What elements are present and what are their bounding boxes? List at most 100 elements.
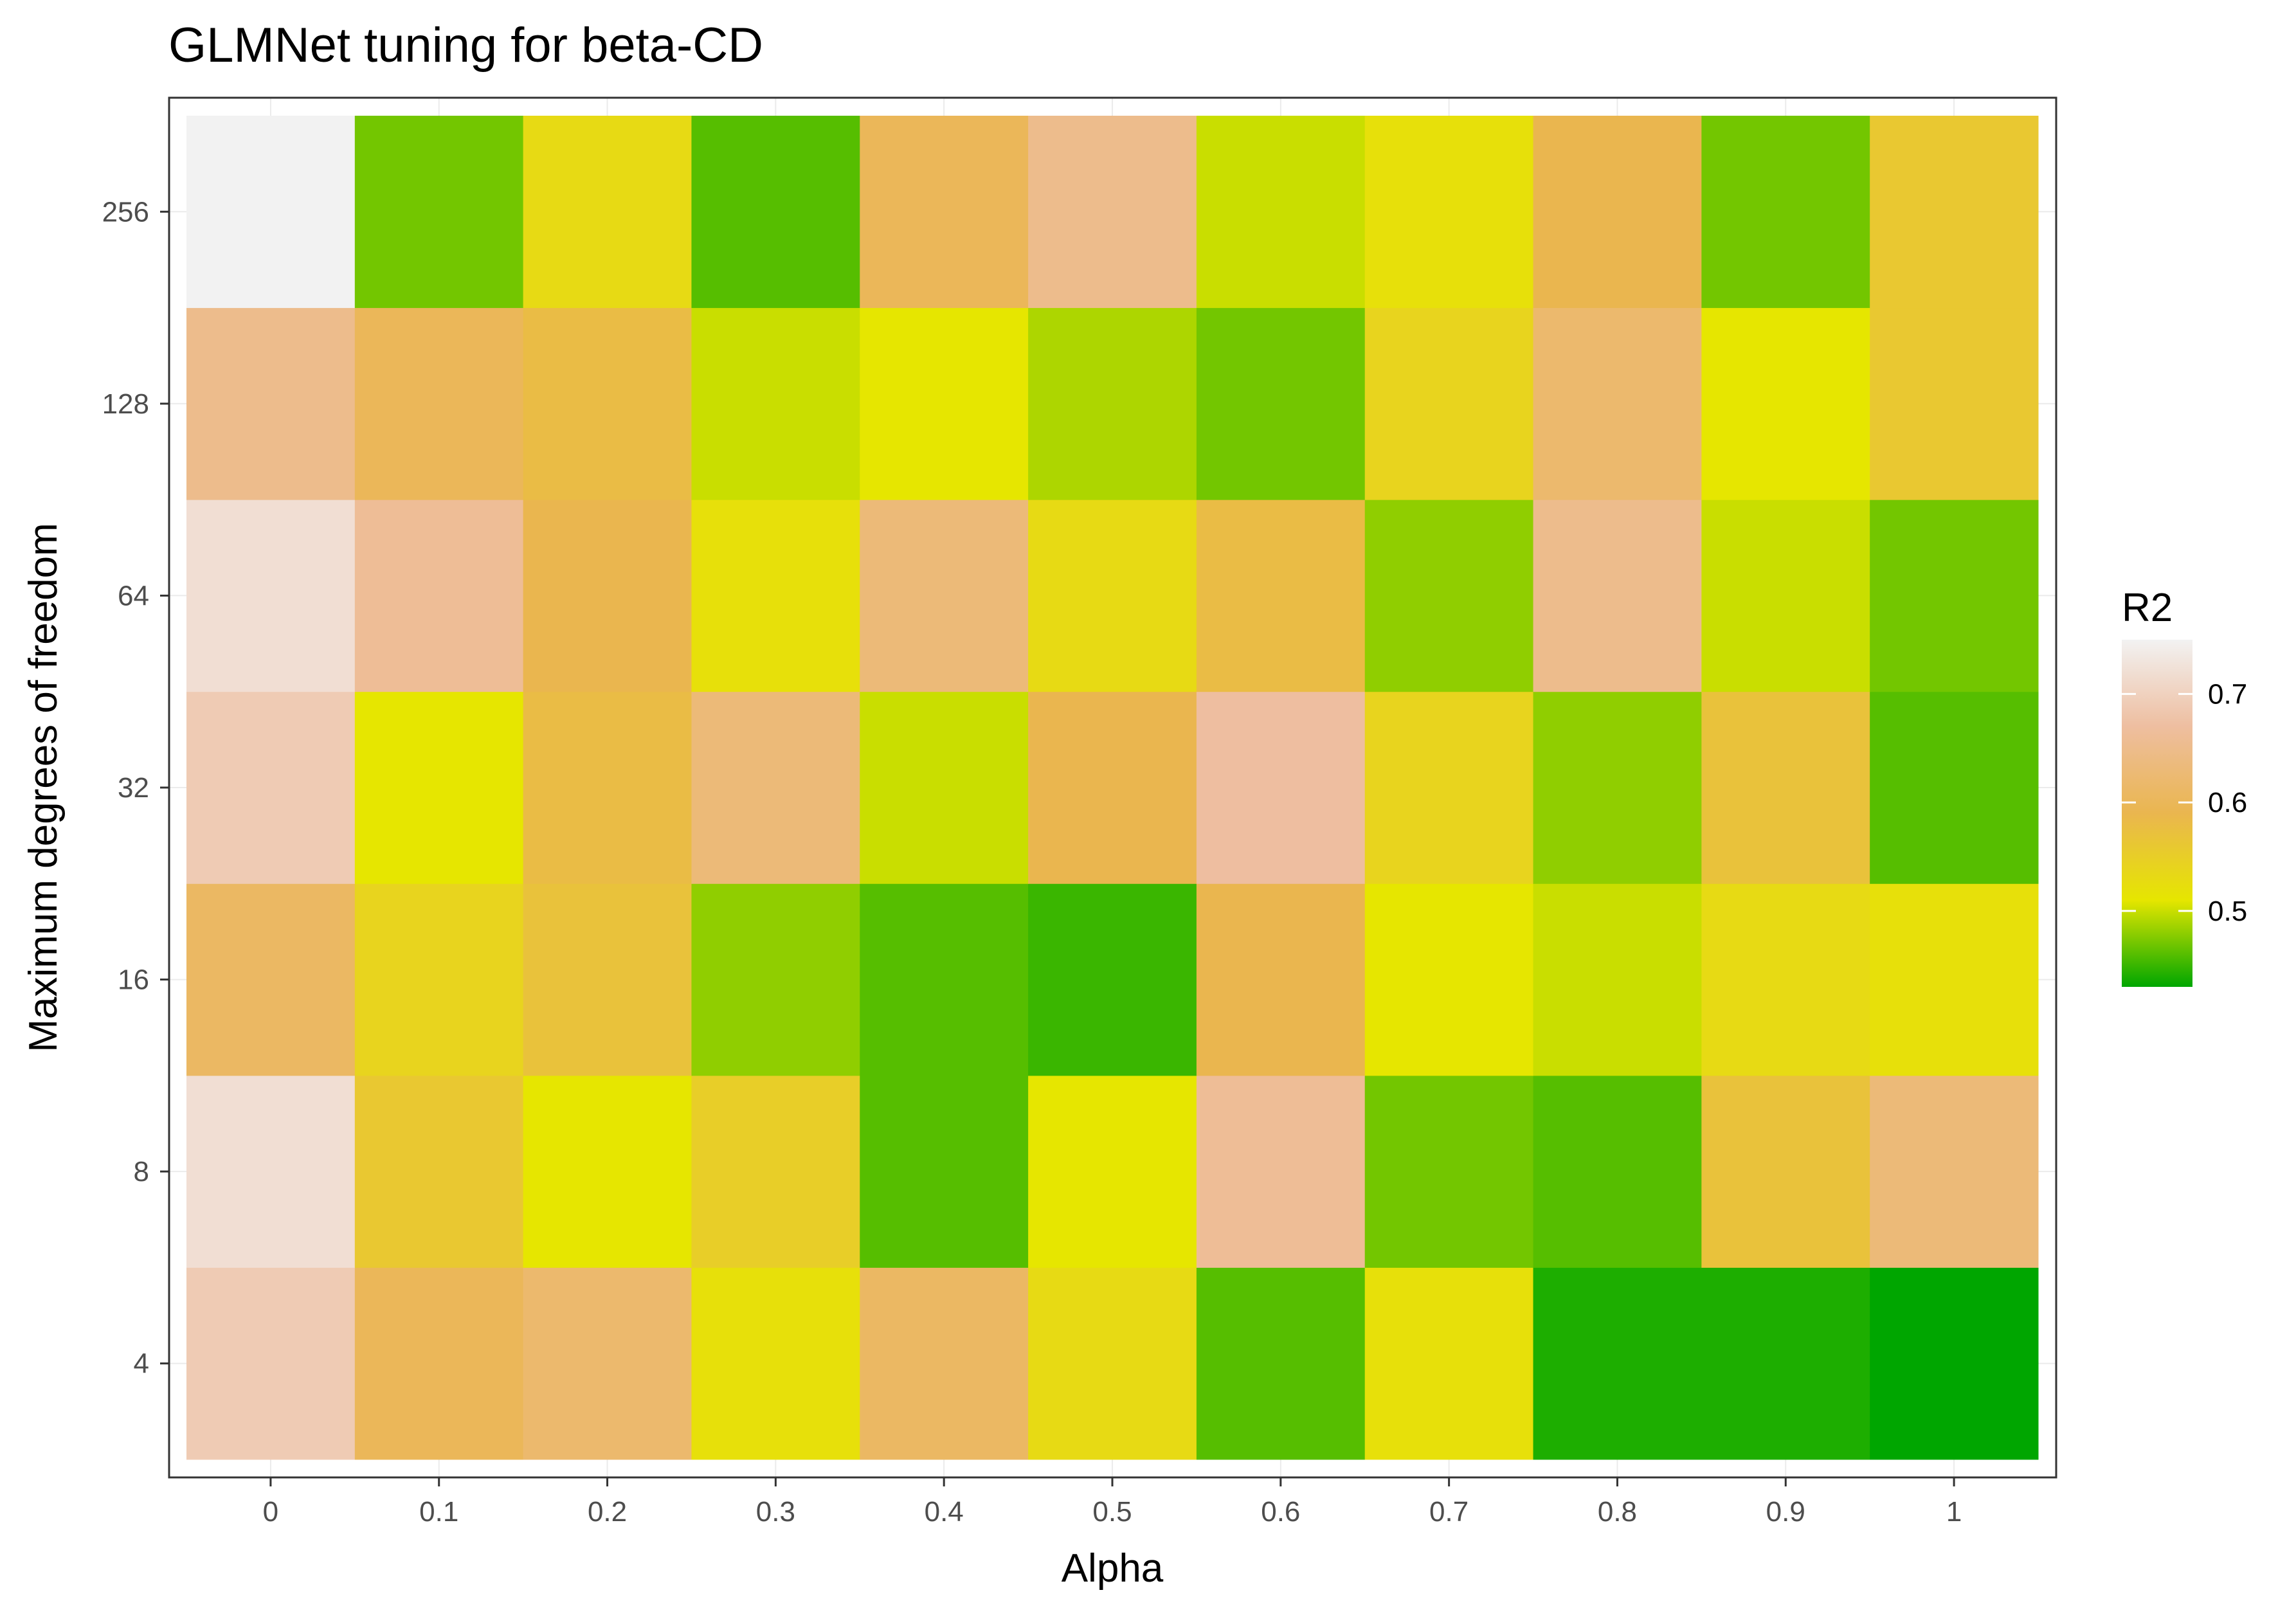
heatmap-cell xyxy=(1701,1267,1870,1460)
heatmap-cell xyxy=(860,691,1029,884)
heatmap-cell xyxy=(860,1267,1029,1460)
heatmap-cell xyxy=(860,116,1029,309)
heatmap-cell xyxy=(691,116,860,309)
heatmap-cell xyxy=(691,1075,860,1268)
heatmap-cell xyxy=(1196,691,1366,884)
y-tick-label: 4 xyxy=(134,1348,149,1380)
heatmap-cell xyxy=(186,116,356,309)
heatmap-cell xyxy=(1533,1075,1702,1268)
heatmap-cell xyxy=(691,883,860,1076)
x-tick-label: 0.1 xyxy=(419,1496,458,1528)
heatmap-cell xyxy=(1870,116,2039,309)
y-tick-label: 64 xyxy=(118,580,149,611)
heatmap-cell xyxy=(1028,116,1197,309)
y-tick-label: 16 xyxy=(118,964,149,996)
heatmap-cell xyxy=(1364,883,1534,1076)
legend-ticks: 0.5 0.6 0.7 xyxy=(2122,678,2247,927)
heatmap-cell xyxy=(1196,883,1366,1076)
heatmap-cell xyxy=(1533,1267,1702,1460)
heatmap-cell xyxy=(1364,307,1534,500)
heatmap-cell xyxy=(186,883,356,1076)
heatmap-cell xyxy=(354,691,524,884)
heatmap-cell xyxy=(1870,691,2039,884)
heatmap-cell xyxy=(1701,883,1870,1076)
heatmap-cell xyxy=(186,500,356,692)
heatmap-cell xyxy=(1196,1267,1366,1460)
heatmap-cell xyxy=(354,1267,524,1460)
y-tick-label: 128 xyxy=(102,388,149,420)
heatmap-cell xyxy=(354,116,524,309)
legend-title: R2 xyxy=(2122,586,2173,630)
heatmap-cell xyxy=(691,307,860,500)
heatmap-cell xyxy=(691,691,860,884)
heatmap-cell xyxy=(1533,500,1702,692)
legend-tick-label: 0.7 xyxy=(2208,678,2247,710)
heatmap-cell xyxy=(1364,691,1534,884)
heatmap-cell xyxy=(1028,307,1197,500)
heatmap-cell xyxy=(354,307,524,500)
heatmap-cell xyxy=(354,500,524,692)
y-axis-label: Maximum degrees of freedom xyxy=(21,523,66,1052)
heatmap-cell xyxy=(1533,116,1702,309)
x-tick-label: 0.6 xyxy=(1261,1496,1300,1528)
x-tick-label: 0.2 xyxy=(588,1496,627,1528)
heatmap-cell xyxy=(1870,1267,2039,1460)
heatmap-cell xyxy=(1028,691,1197,884)
chart-title: GLMNet tuning for beta-CD xyxy=(168,18,763,73)
heatmap-cell xyxy=(860,883,1029,1076)
heatmap-cell xyxy=(1701,691,1870,884)
legend-colorbar xyxy=(2122,640,2192,987)
heatmap-cell xyxy=(860,1075,1029,1268)
heatmap-cell xyxy=(1870,883,2039,1076)
heatmap-cell xyxy=(1196,116,1366,309)
heatmap-cell xyxy=(1196,307,1366,500)
x-tick-label: 0 xyxy=(263,1496,278,1528)
heatmap-cell xyxy=(1870,1075,2039,1268)
heatmap-cell xyxy=(1701,116,1870,309)
heatmap-cell xyxy=(354,883,524,1076)
heatmap-cell xyxy=(1870,307,2039,500)
heatmap-cell xyxy=(1364,1075,1534,1268)
heatmap-cell xyxy=(860,307,1029,500)
heatmap-cell xyxy=(691,500,860,692)
heatmap-cell xyxy=(1533,691,1702,884)
x-tick-label: 0.8 xyxy=(1598,1496,1637,1528)
x-tick-label: 0.7 xyxy=(1429,1496,1469,1528)
heatmap-cell xyxy=(523,691,692,884)
y-tick-label: 256 xyxy=(102,196,149,228)
heatmap-cell xyxy=(186,1075,356,1268)
heatmap-cell xyxy=(523,883,692,1076)
x-tick-label: 1 xyxy=(1946,1496,1962,1528)
heatmap-cell xyxy=(1028,1267,1197,1460)
heatmap-cell xyxy=(186,691,356,884)
heatmap-cell xyxy=(1196,500,1366,692)
heatmap-cell xyxy=(1870,500,2039,692)
heatmap-cell xyxy=(691,1267,860,1460)
heatmap-cell xyxy=(1364,1267,1534,1460)
y-axis: 4 8 16 32 64 128 256 xyxy=(102,196,169,1380)
heatmap-cell xyxy=(186,307,356,500)
heatmap-cell xyxy=(1533,883,1702,1076)
heatmap-cell xyxy=(1701,307,1870,500)
heatmap-cell xyxy=(1028,1075,1197,1268)
heatmap-cell xyxy=(1364,500,1534,692)
legend-tick-label: 0.5 xyxy=(2208,896,2247,927)
x-tick-label: 0.3 xyxy=(756,1496,795,1528)
color-legend: R2 0.5 0.6 0.7 xyxy=(2122,586,2247,987)
x-tick-label: 0.9 xyxy=(1766,1496,1805,1528)
heatmap-cell xyxy=(523,1075,692,1268)
heatmap-cell xyxy=(523,500,692,692)
heatmap-cell xyxy=(523,1267,692,1460)
legend-tick-label: 0.6 xyxy=(2208,787,2247,818)
heatmap-cell xyxy=(1701,500,1870,692)
x-axis-label: Alpha xyxy=(1062,1546,1164,1591)
heatmap-cell xyxy=(1028,883,1197,1076)
heatmap-cell xyxy=(523,307,692,500)
heatmap-cell xyxy=(1701,1075,1870,1268)
heatmap-cell xyxy=(523,116,692,309)
heatmap-cell xyxy=(1533,307,1702,500)
heatmap-cell xyxy=(1028,500,1197,692)
y-tick-label: 8 xyxy=(134,1156,149,1187)
x-tick-label: 0.5 xyxy=(1092,1496,1132,1528)
